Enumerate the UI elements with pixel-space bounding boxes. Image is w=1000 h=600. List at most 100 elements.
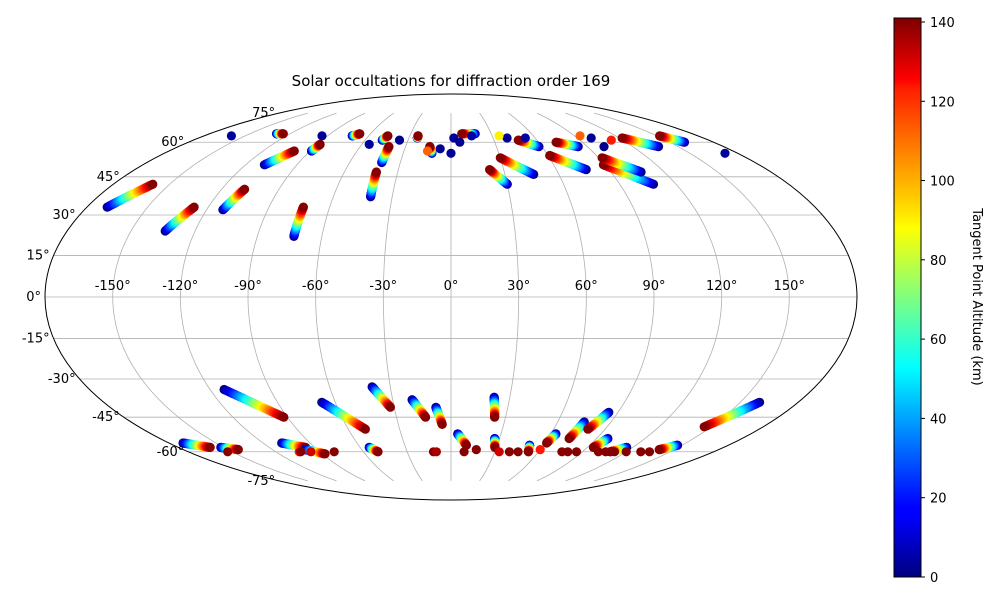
occultation-point <box>523 447 534 457</box>
occultation-point <box>654 445 664 455</box>
occultation-point <box>504 447 514 457</box>
occultation-point <box>355 129 365 139</box>
occultation-point <box>593 447 604 457</box>
occultation-point <box>223 447 233 457</box>
occultation-point <box>394 135 405 145</box>
meridian-line <box>112 112 308 482</box>
occultation-point <box>601 447 611 457</box>
lon-tick-label: 30° <box>507 279 530 294</box>
occultation-point <box>446 148 456 158</box>
meridian-line <box>247 112 366 482</box>
occultation-point <box>373 447 383 457</box>
meridian-line <box>479 112 520 482</box>
occultation-point <box>289 146 299 156</box>
pole-cap <box>451 94 623 113</box>
lat-tick-label: 30° <box>53 208 76 223</box>
occultation-point <box>495 153 505 163</box>
lon-tick-label: -30° <box>369 279 397 294</box>
occultation-point <box>371 167 381 177</box>
occultation-point <box>597 153 607 163</box>
scatter-points <box>102 129 765 459</box>
occultation-point <box>471 445 481 455</box>
colorbar <box>893 17 922 578</box>
occultation-point <box>564 433 574 444</box>
occultation-point <box>431 447 441 457</box>
lon-tick-label: 60° <box>575 279 598 294</box>
occultation-point <box>278 129 288 139</box>
lon-tick-label: 0° <box>444 279 459 294</box>
occultation-point <box>563 447 573 457</box>
occultation-point <box>502 133 512 143</box>
occultation-point <box>655 131 665 141</box>
occultation-point <box>535 445 545 455</box>
lat-tick-label: -15° <box>22 332 50 347</box>
occultation-point <box>606 135 616 145</box>
colorbar-tick-label: 80 <box>930 254 947 269</box>
occultation-point <box>490 412 500 422</box>
occultation-point <box>459 447 469 457</box>
colorbar-tick-label: 40 <box>930 412 947 427</box>
occultation-point <box>306 447 316 457</box>
lat-tick-label: 75° <box>252 106 275 121</box>
occultation-point <box>315 139 325 149</box>
occultation-point <box>148 179 158 189</box>
occultation-point <box>455 137 465 147</box>
occultation-point <box>699 422 709 432</box>
occultation-point <box>485 165 495 175</box>
colorbar-tick-label: 140 <box>930 16 955 31</box>
meridian-line <box>382 112 423 482</box>
occultation-point <box>545 150 555 161</box>
occultation-point <box>385 402 395 412</box>
lat-tick-label: 15° <box>27 248 50 263</box>
occultation-point <box>467 131 477 141</box>
colorbar-tick-label: 120 <box>930 95 955 110</box>
occultation-point <box>320 449 330 459</box>
occultation-point <box>421 412 431 422</box>
occultation-point <box>494 131 504 141</box>
occultation-point <box>575 131 585 141</box>
lat-tick-label: -45° <box>92 410 120 425</box>
lon-tick-label: -90° <box>234 279 262 294</box>
occultation-point <box>329 447 339 457</box>
meridian-line <box>315 112 394 482</box>
occultation-point <box>298 202 308 212</box>
occultation-point <box>644 447 655 457</box>
lat-tick-label: 45° <box>97 170 120 185</box>
occultation-point <box>279 412 289 422</box>
colorbar-tick-label: 100 <box>930 175 955 190</box>
occultation-point <box>513 447 523 457</box>
lon-tick-label: 120° <box>706 279 737 294</box>
occultation-point <box>413 131 423 141</box>
colorbar-tick-label: 60 <box>930 333 947 348</box>
occultation-point <box>364 139 374 149</box>
meridian-line <box>179 112 337 482</box>
occultation-point <box>586 133 596 143</box>
occultation-point <box>422 146 433 156</box>
lat-tick-label: 60° <box>161 135 184 150</box>
occultation-point <box>233 445 243 455</box>
tick-labels: -150° -120° -90° -60° -30° 0° 30° 60° 90° 120° 150… <box>22 106 805 489</box>
occultation-point <box>599 142 609 152</box>
colorbar-label: Tangent Point Altitude (km) <box>969 207 984 385</box>
lon-tick-label: -150° <box>95 279 131 294</box>
lat-tick-label: 0° <box>26 290 41 305</box>
colorbar-tick-label: 20 <box>930 492 947 507</box>
occultation-point <box>583 424 593 434</box>
lon-tick-label: -60° <box>302 279 330 294</box>
lon-tick-label: 90° <box>642 279 665 294</box>
occultation-point <box>205 442 215 452</box>
occultation-point <box>226 131 236 141</box>
occultation-point <box>437 419 447 429</box>
occultation-point <box>571 447 582 457</box>
lat-tick-label: -75° <box>247 474 275 489</box>
meridian-line <box>565 112 723 482</box>
occultation-point <box>435 144 445 154</box>
occultation-point <box>240 184 250 194</box>
occultation-point <box>296 447 306 457</box>
occultation-point <box>494 447 504 457</box>
occultation-point <box>609 447 620 457</box>
occultation-point <box>636 447 646 457</box>
occultation-point <box>383 131 393 141</box>
lon-tick-label: -120° <box>162 279 198 294</box>
